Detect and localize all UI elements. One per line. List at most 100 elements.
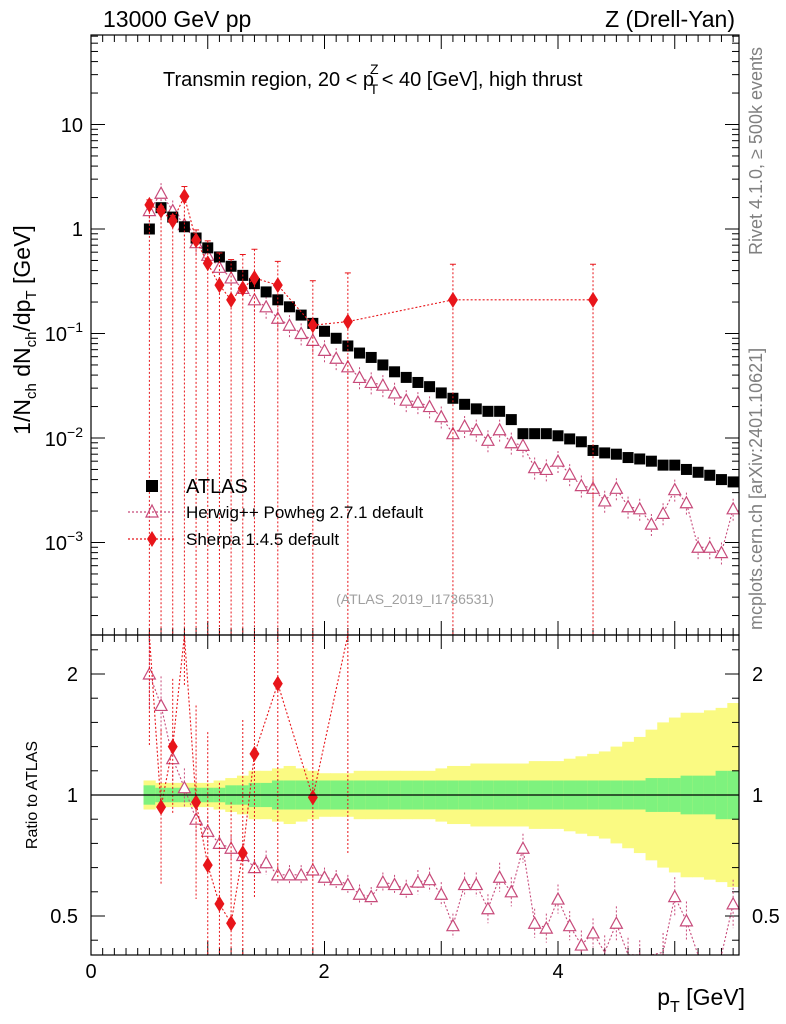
herwig-ratio-point <box>422 872 437 886</box>
atlas-main-point <box>470 403 482 415</box>
sherpa-main-point <box>588 291 599 308</box>
ratio-ytick-2-left: 2 <box>67 664 78 686</box>
atlas-main-point <box>692 466 704 478</box>
herwig-ratio-point <box>282 867 297 881</box>
herwig-main-point <box>457 418 472 432</box>
ytick-1e-3: 10−3 <box>45 528 83 555</box>
sherpa-main-point <box>156 202 167 219</box>
herwig-main-point <box>515 438 530 451</box>
atlas-main-point <box>727 476 739 488</box>
herwig-ratio-point <box>410 874 425 888</box>
collision-energy-label: 13000 GeV pp <box>103 6 251 32</box>
process-label: Z (Drell-Yan) <box>605 6 735 32</box>
herwig-ratio-point <box>504 884 519 898</box>
atlas-main-point <box>354 347 366 359</box>
sherpa-main-point <box>237 280 248 297</box>
ratio-ytick-05-left: 0.5 <box>50 906 78 928</box>
herwig-ratio-point <box>270 867 285 881</box>
herwig-main-point <box>480 433 495 446</box>
legend-atlas-label: ATLAS <box>186 476 248 498</box>
sherpa-main-point <box>167 212 178 229</box>
herwig-ratio-point <box>574 937 589 951</box>
atlas-main-point <box>657 459 669 471</box>
herwig-main-point <box>469 422 484 436</box>
ytick-10: 10 <box>61 115 83 137</box>
atlas-main-point <box>459 398 471 410</box>
sherpa-main-point <box>226 291 237 308</box>
legend-herwig-marker <box>145 503 159 518</box>
herwig-main-point <box>247 292 262 306</box>
sherpa-ratio-point <box>226 915 237 932</box>
atlas-main-point <box>575 436 587 448</box>
atlas-main-point <box>494 405 506 417</box>
herwig-main-point <box>714 545 729 559</box>
sherpa-main-line <box>149 194 594 326</box>
herwig-ratio-point <box>515 840 530 854</box>
xtick-4: 4 <box>552 961 563 983</box>
ratio-ytick-05-right: 0.5 <box>752 906 780 928</box>
herwig-main-point <box>504 435 519 449</box>
herwig-ratio-point <box>364 889 379 903</box>
sherpa-ratio-point <box>156 799 167 816</box>
herwig-main-point <box>422 399 437 413</box>
atlas-main-point <box>283 301 295 313</box>
herwig-ratio-point <box>154 698 169 712</box>
sherpa-main-point <box>249 269 260 286</box>
atlas-main-point <box>610 448 622 460</box>
herwig-main-point <box>282 317 297 331</box>
herwig-main-point <box>679 495 694 509</box>
herwig-ratio-point <box>609 916 624 929</box>
herwig-ratio-point <box>352 886 367 900</box>
sherpa-ratio-point <box>167 738 178 755</box>
ratio-ytick-1-left: 1 <box>67 785 78 807</box>
atlas-main-point <box>412 376 424 388</box>
atlas-main-point <box>225 260 237 272</box>
herwig-main-point <box>329 350 344 364</box>
herwig-main-point <box>294 326 309 340</box>
herwig-main-point <box>667 482 682 496</box>
herwig-main-point <box>586 481 601 494</box>
x-axis-label: pT [GeV] <box>657 984 745 1016</box>
atlas-main-point <box>435 387 447 399</box>
atlas-main-point <box>319 325 330 337</box>
atlas-main-point <box>680 463 692 475</box>
xtick-0: 0 <box>85 961 96 983</box>
herwig-main-point <box>726 501 741 515</box>
sherpa-ratio-point <box>237 845 248 862</box>
sherpa-ratio-point <box>202 857 213 874</box>
herwig-main-point <box>399 392 414 406</box>
atlas-main-point <box>622 452 634 464</box>
atlas-main-point <box>599 447 611 459</box>
atlas-main-point <box>272 294 284 306</box>
herwig-ratio-point <box>200 824 215 837</box>
legend: ATLAS Herwig++ Powheg 2.7.1 default Sher… <box>128 476 423 549</box>
herwig-main-point <box>597 493 612 507</box>
sherpa-ratio-point <box>272 675 283 692</box>
herwig-ratio-point <box>259 855 274 869</box>
atlas-main-point <box>330 332 342 344</box>
y-axis-label-main: 1/Nch dNch/dpT [GeV] <box>9 225 40 435</box>
sherpa-ratio-point <box>191 794 202 811</box>
herwig-ratio-point <box>679 913 694 927</box>
main-series <box>142 183 741 635</box>
atlas-main-point <box>564 433 576 445</box>
ratio-ytick-1-right: 1 <box>752 785 763 807</box>
herwig-ratio-point <box>317 870 332 883</box>
region-title-main: Transmin region, 20 < p <box>163 69 374 91</box>
atlas-main-point <box>645 455 657 467</box>
herwig-main-point <box>317 343 332 356</box>
sherpa-main-point <box>191 232 202 249</box>
herwig-main-point <box>352 370 367 384</box>
herwig-main-point <box>154 185 169 199</box>
region-title: Transmin region, 20 < pZ T < 40 [GeV], hi… <box>163 61 583 97</box>
sherpa-main-point <box>307 317 318 334</box>
mcplots-label: mcplots.cern.ch [arXiv:2401.10621] <box>746 348 766 630</box>
herwig-ratio-point <box>387 877 402 891</box>
atlas-main-point <box>704 469 716 481</box>
herwig-main-point <box>527 460 542 474</box>
herwig-main-point <box>621 499 636 513</box>
herwig-main-point <box>609 481 624 494</box>
legend-sherpa-marker <box>147 531 157 547</box>
sherpa-main-point <box>447 291 458 308</box>
